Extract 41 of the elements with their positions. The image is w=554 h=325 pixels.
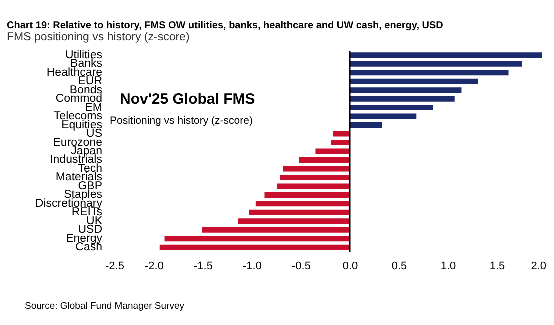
bar: [350, 70, 509, 76]
y-tick-label: EM: [85, 102, 102, 114]
bar: [280, 174, 350, 180]
bar: [316, 148, 350, 154]
x-tick-label: 1.0: [440, 260, 456, 272]
bar: [264, 192, 350, 198]
bar: [202, 227, 350, 233]
bar: [350, 52, 542, 58]
bar: [238, 218, 350, 224]
x-tick-label: -0.5: [292, 260, 311, 272]
x-tick-label: 0.0: [342, 260, 358, 272]
annotation: Positioning vs history (z-score): [110, 115, 253, 127]
y-tick-label: Japan: [71, 146, 102, 158]
bar: [249, 210, 350, 216]
bar: [160, 244, 350, 250]
x-tick-label: -1.0: [243, 260, 262, 272]
bar: [283, 166, 350, 172]
x-tick-label: 2.0: [531, 260, 546, 272]
bar: [350, 61, 522, 67]
bar: [350, 78, 478, 84]
x-tick-label: 1.5: [490, 260, 506, 272]
x-tick-label: -1.5: [194, 260, 213, 272]
bar: [277, 184, 350, 190]
bar: [350, 122, 382, 128]
chart-title: Chart 19: Relative to history, FMS OW utilities, banks, healthcare and UW cash, energy, USD: [7, 20, 444, 32]
y-tick-label: US: [86, 128, 103, 140]
annotation: Nov'25 Global FMS: [120, 91, 256, 108]
bar: [299, 157, 350, 163]
x-tick-label: 0.5: [392, 260, 408, 272]
x-tick-label: -2.0: [145, 260, 164, 272]
source-note: Source: Global Fund Manager Survey: [25, 301, 185, 312]
bar: [331, 140, 350, 146]
bar: [350, 114, 417, 120]
bar: [350, 88, 462, 94]
x-tick-label: -2.5: [106, 260, 124, 272]
bar: [350, 105, 434, 111]
bar: [256, 201, 350, 207]
bar: [350, 96, 455, 102]
bar: [333, 131, 350, 137]
bar: [164, 236, 350, 242]
chart-subtitle: FMS positioning vs history (z-score): [7, 31, 190, 44]
